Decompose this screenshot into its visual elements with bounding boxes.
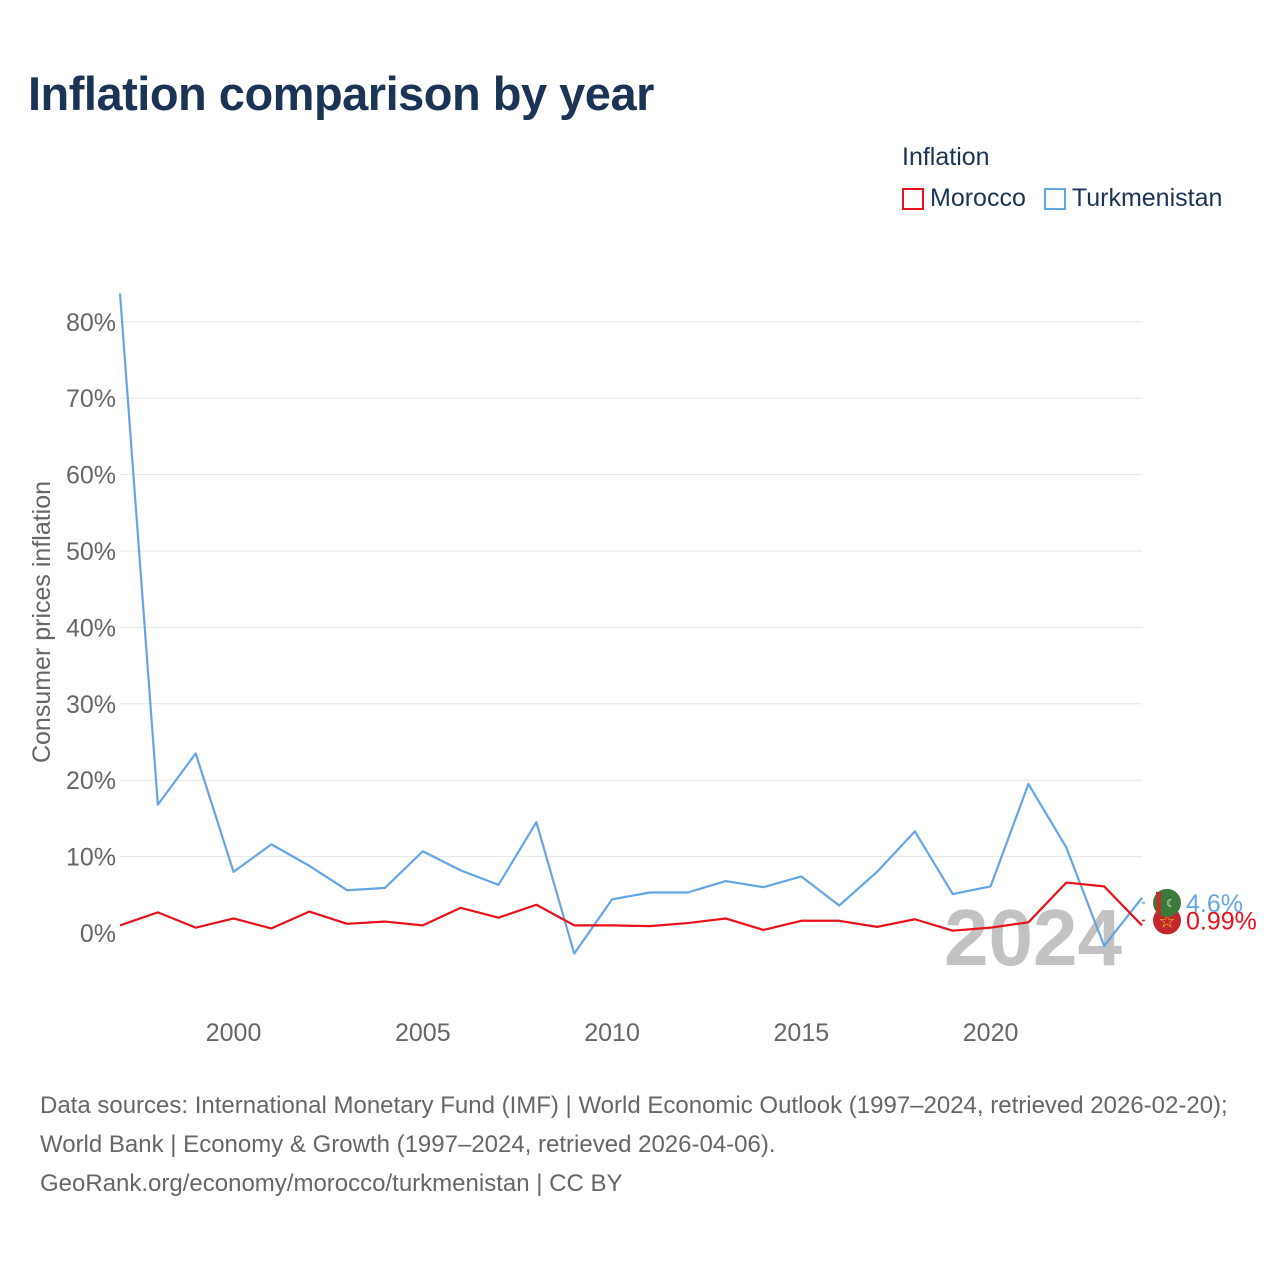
legend-item-morocco[interactable]: Morocco [902, 184, 1026, 213]
end-markers: ☆ 0.99%☾ 4.6% [1142, 888, 1257, 935]
x-axis-ticks: 2000 2005 2010 2015 2020 [206, 1019, 1019, 1047]
gridlines [120, 321, 1142, 858]
year-watermark: 2024 [944, 893, 1122, 982]
y-tick-label: 0% [80, 920, 116, 948]
page-title: Inflation comparison by year [28, 67, 654, 120]
legend-swatch-morocco [902, 187, 924, 210]
x-tick-label: 2015 [774, 1019, 830, 1047]
y-tick-label: 80% [66, 309, 116, 337]
y-tick-label: 70% [66, 385, 116, 413]
end-label-turkmenistan: 4.6% [1186, 890, 1243, 918]
legend: Inflation Morocco Turkmenistan [902, 143, 1222, 213]
flag-stripe-icon [1156, 891, 1161, 914]
x-tick-label: 2020 [963, 1019, 1019, 1047]
series-lines [118, 293, 1143, 955]
crescent-icon: ☾ [1166, 897, 1176, 910]
y-tick-label: 20% [66, 767, 116, 795]
legend-item-turkmenistan[interactable]: Turkmenistan [1043, 184, 1223, 213]
credit-link[interactable]: GeoRank.org/economy/morocco/turkmenistan… [40, 1170, 623, 1197]
series-line-morocco[interactable] [119, 881, 1143, 932]
legend-label-morocco: Morocco [930, 184, 1026, 212]
chart: 0%10%20%30%40%50%60%70%80% 2000 2005 2010 2… [28, 293, 1257, 1047]
x-tick-label: 2005 [395, 1019, 451, 1047]
y-tick-label: 40% [66, 614, 116, 642]
y-axis-ticks: 0% 10% 20% 30% 40% 50% 60% 70% 80% [66, 309, 116, 948]
y-tick-label: 60% [66, 462, 116, 490]
x-tick-label: 2000 [206, 1019, 262, 1047]
legend-swatch-turkmenistan [1043, 187, 1066, 210]
x-tick-label: 2010 [584, 1019, 640, 1047]
legend-title: Inflation [902, 143, 990, 171]
y-tick-label: 30% [66, 691, 116, 719]
end-label-morocco: 0.99% [1186, 907, 1257, 935]
y-tick-label: 50% [66, 538, 116, 566]
series-line-turkmenistan[interactable] [118, 293, 1143, 955]
legend-label-turkmenistan: Turkmenistan [1071, 184, 1223, 212]
footer: Data sources: International Monetary Fun… [40, 1086, 1250, 1203]
data-sources: Data sources: International Monetary Fun… [40, 1092, 1228, 1158]
y-axis-label: Consumer prices inflation [28, 481, 56, 763]
y-tick-label: 10% [66, 844, 116, 872]
